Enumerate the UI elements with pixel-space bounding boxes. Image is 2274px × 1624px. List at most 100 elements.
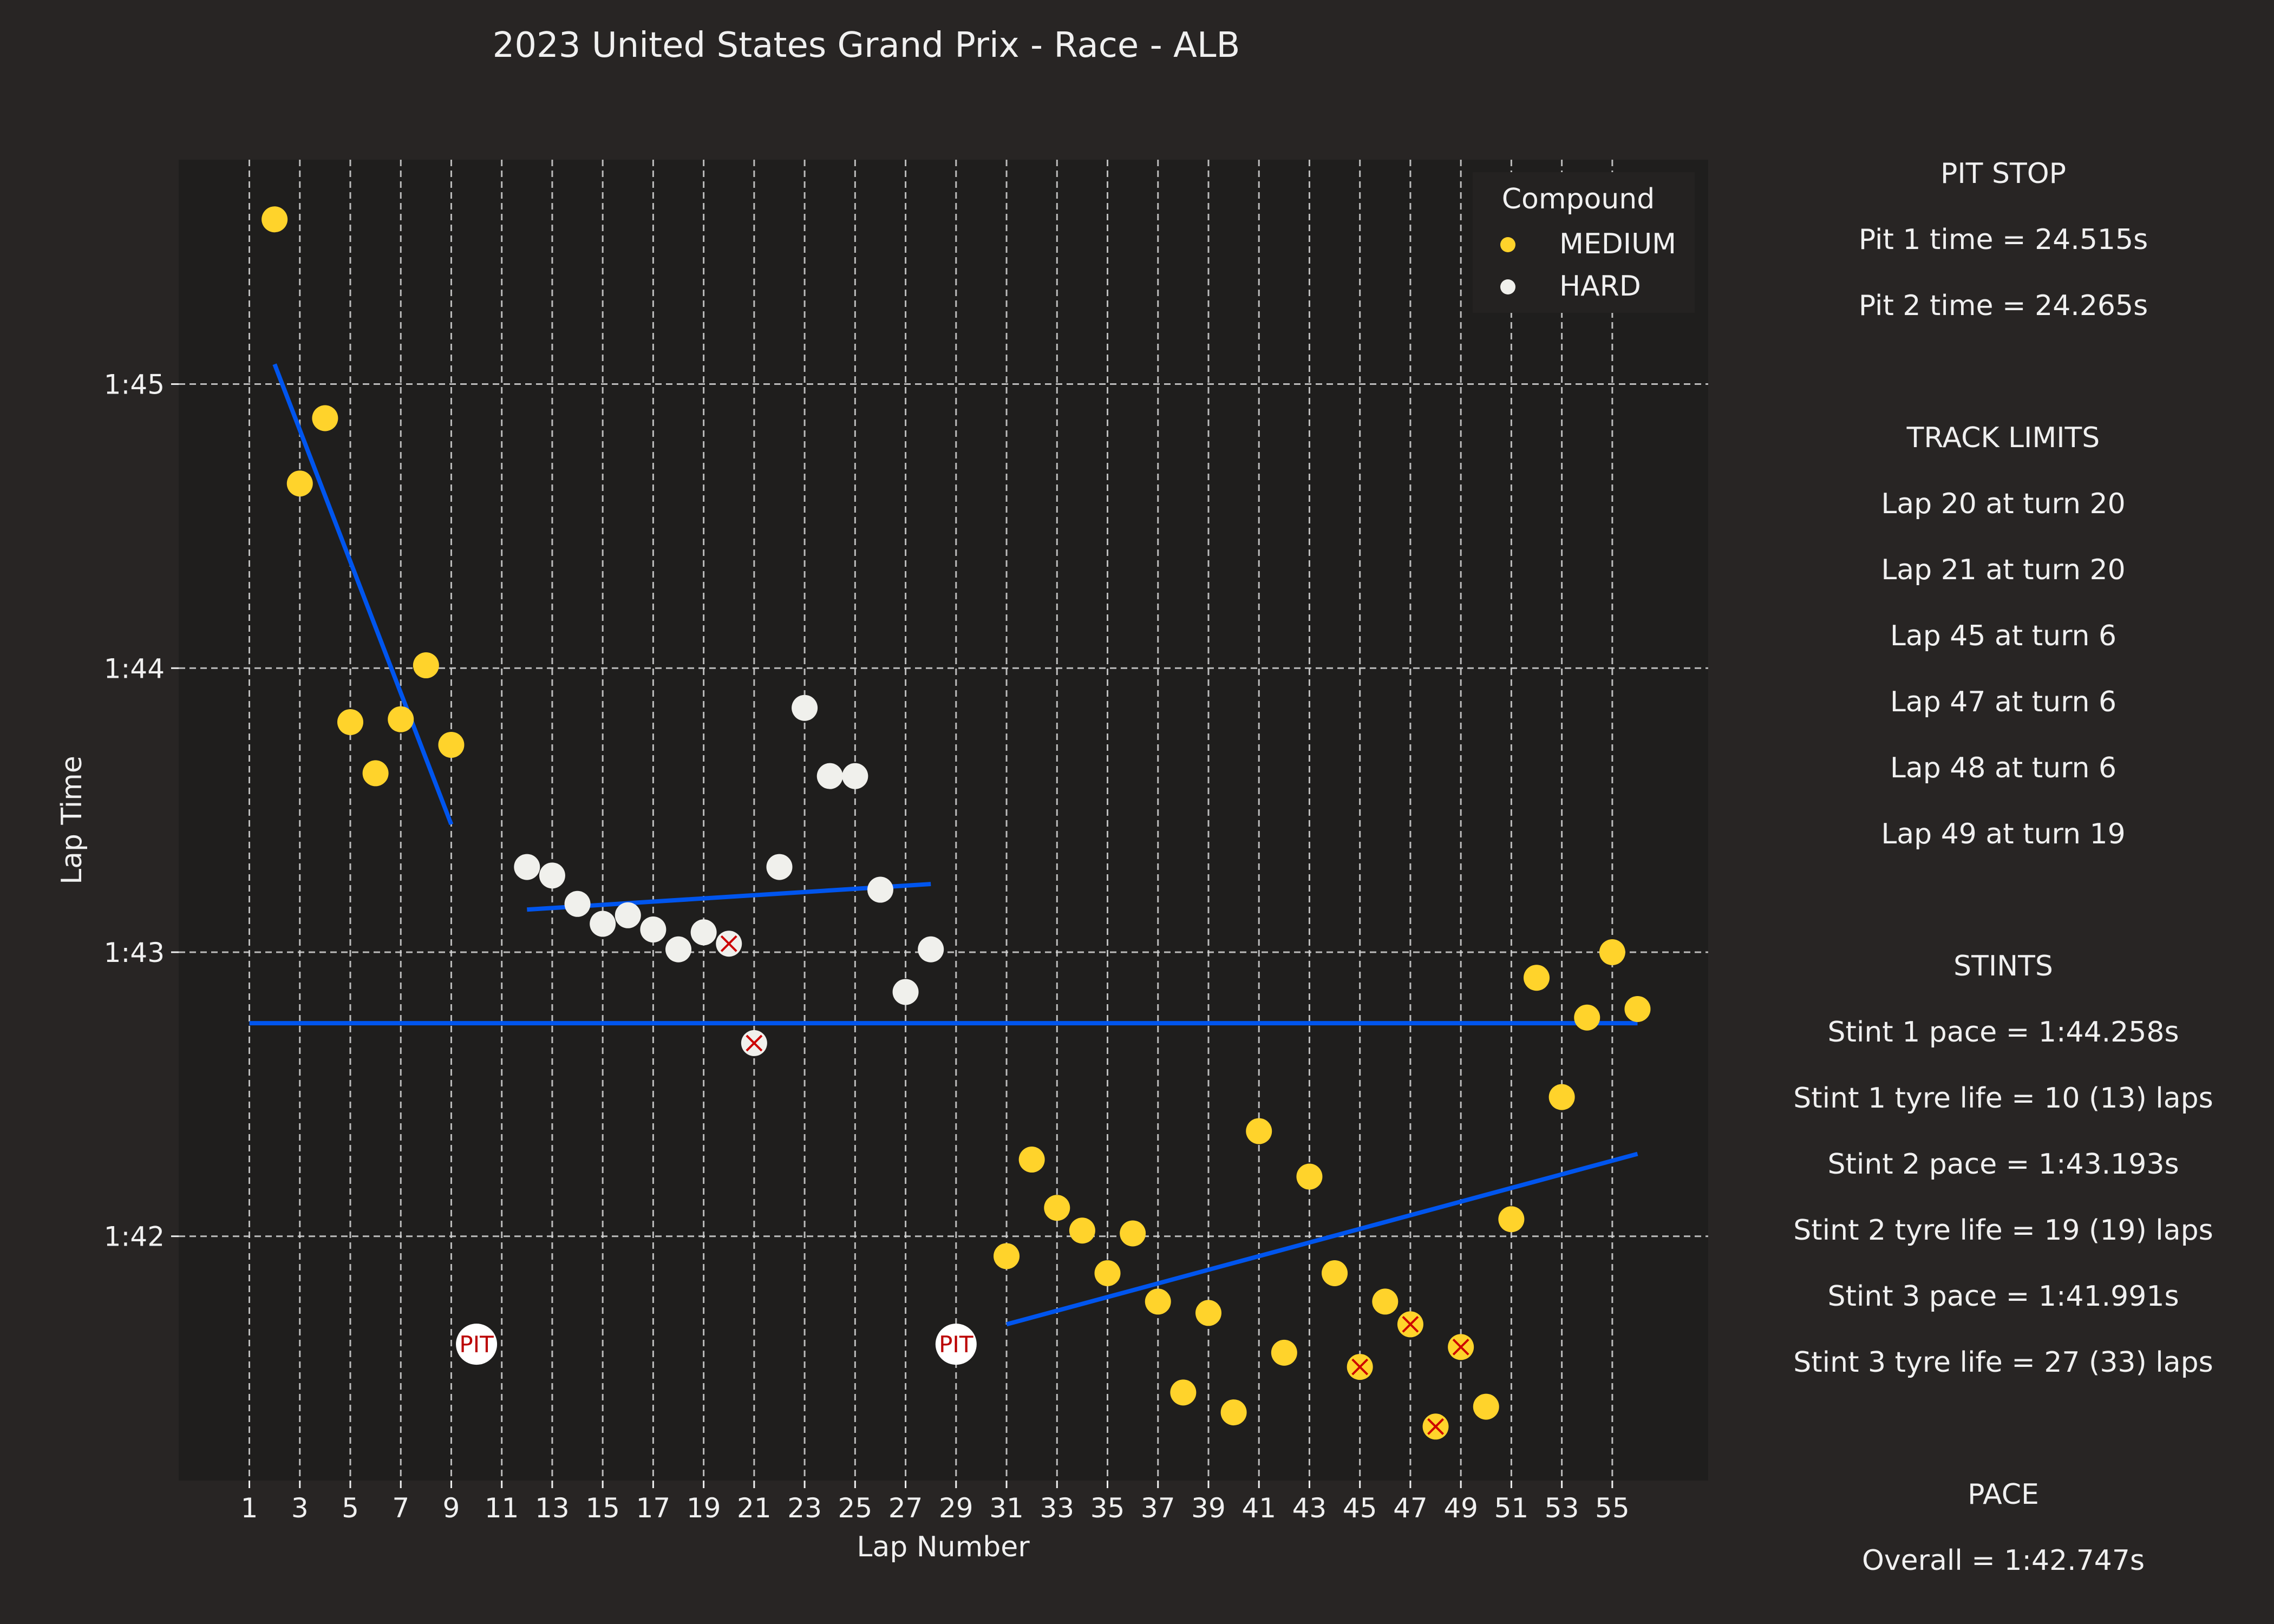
lap-point-hard: [792, 695, 818, 721]
lap-point-medium: [362, 760, 389, 787]
lap-point-medium: [1195, 1300, 1221, 1326]
legend-title: Compound: [1502, 183, 1655, 215]
x-tick-label: 29: [939, 1492, 973, 1524]
x-tick-label: 19: [687, 1492, 721, 1524]
panel-line: Lap 47 at turn 6: [1890, 686, 2117, 718]
y-axis-ticks: 1:42 1:43 1:44 1:45: [104, 369, 179, 1253]
lap-point-medium: [413, 652, 439, 679]
lap-point-hard: [867, 876, 893, 903]
lap-point-medium: [1271, 1339, 1297, 1366]
x-tick-label: 49: [1443, 1492, 1478, 1524]
panel-line: Lap 20 at turn 20: [1881, 488, 2126, 520]
section-gap: [1733, 1396, 2274, 1462]
lap-point-medium: [994, 1243, 1020, 1269]
x-tick-label: 43: [1292, 1492, 1327, 1524]
lap-point-medium: [1372, 1288, 1399, 1315]
lap-point-medium: [1548, 1084, 1575, 1110]
lap-point-medium: [1069, 1217, 1095, 1244]
x-tick-label: 33: [1040, 1492, 1074, 1524]
panel-line: Stint 2 tyre life = 19 (19) laps: [1793, 1214, 2213, 1247]
lap-point-hard: [816, 763, 843, 789]
lap-point-medium: [1473, 1393, 1499, 1420]
lap-point-medium: [1599, 939, 1625, 965]
x-tick-label: 53: [1545, 1492, 1579, 1524]
x-tick-label: 35: [1090, 1492, 1125, 1524]
lap-point-hard: [640, 916, 666, 943]
x-tick-label: 41: [1241, 1492, 1276, 1524]
lap-point-medium: [1145, 1288, 1171, 1315]
panel-line: Stint 3 tyre life = 27 (33) laps: [1793, 1346, 2213, 1379]
x-tick-label: 39: [1191, 1492, 1226, 1524]
lap-point-hard: [539, 862, 565, 889]
x-tick-label: 3: [291, 1492, 309, 1524]
panel-line: Lap 48 at turn 6: [1890, 752, 2117, 784]
panel-line: Stint 2 pace = 1:43.193s: [1827, 1148, 2179, 1181]
x-tick-label: 37: [1141, 1492, 1175, 1524]
pit-marker-label: PIT: [459, 1331, 494, 1358]
y-axis-label: Lap Time: [56, 756, 88, 885]
lap-point-medium: [312, 405, 338, 431]
legend: Compound MEDIUM HARD: [1473, 172, 1695, 313]
lap-point-medium: [388, 706, 414, 732]
lap-point-medium: [1498, 1206, 1525, 1233]
x-tick-label: 27: [888, 1492, 923, 1524]
legend-label-hard: HARD: [1559, 270, 1641, 303]
lap-point-medium: [1094, 1260, 1121, 1286]
lap-point-medium: [286, 470, 313, 497]
lap-point-medium: [1574, 1004, 1600, 1031]
info-panel: PIT STOP Pit 1 time = 24.515s Pit 2 time =…: [1733, 141, 2274, 1594]
y-tick-label: 1:44: [104, 653, 165, 684]
x-tick-label: 11: [485, 1492, 519, 1524]
x-tick-label: 15: [585, 1492, 620, 1524]
lap-point-medium: [1120, 1220, 1146, 1247]
chart-title: 2023 United States Grand Prix - Race - A…: [493, 25, 1240, 66]
panel-line: Lap 21 at turn 20: [1881, 554, 2126, 586]
legend-marker-medium: [1500, 237, 1515, 252]
panel-section-heading: PACE: [1968, 1478, 2039, 1511]
pit-marker: [935, 1324, 977, 1365]
lap-point-medium: [1018, 1147, 1045, 1173]
x-tick-label: 47: [1393, 1492, 1428, 1524]
y-tick-label: 1:42: [104, 1221, 165, 1253]
lap-point-medium: [1524, 965, 1550, 991]
plot-area: [179, 160, 1708, 1481]
lap-point-medium: [1170, 1379, 1197, 1406]
trend-line: [1005, 1151, 1638, 1327]
lap-point-hard: [690, 919, 717, 946]
x-tick-label: 21: [737, 1492, 772, 1524]
lap-point-medium: [262, 206, 288, 233]
lap-point-medium: [1296, 1163, 1323, 1190]
lap-point-hard: [615, 902, 641, 928]
x-axis-ticks: 1 3 5 7 9 11 13 15 17 19 21 23 25 27 29 31 33 35 37 39 41 43 4…: [241, 1481, 1630, 1524]
panel-line: Stint 1 tyre life = 10 (13) laps: [1793, 1082, 2213, 1115]
panel-section-heading: PIT STOP: [1940, 158, 2067, 190]
lap-point-medium: [1044, 1195, 1070, 1221]
section-gap: [1733, 339, 2274, 405]
panel-line: Stint 3 pace = 1:41.991s: [1827, 1280, 2179, 1313]
x-axis-label: Lap Number: [857, 1531, 1030, 1563]
lap-point-medium: [1220, 1399, 1247, 1426]
panel-line: Stint 1 pace = 1:44.258s: [1827, 1016, 2179, 1049]
lap-point-medium: [438, 731, 465, 758]
track-limit-marker: [1452, 1338, 1469, 1355]
pit-marker-label: PIT: [939, 1331, 973, 1358]
x-tick-label: 5: [342, 1492, 359, 1524]
x-tick-label: 17: [636, 1492, 671, 1524]
lap-point-hard: [918, 936, 944, 962]
x-tick-label: 9: [443, 1492, 460, 1524]
panel-line: Pit 2 time = 24.265s: [1858, 290, 2148, 322]
track-limit-marker: [720, 935, 737, 952]
x-tick-label: 23: [787, 1492, 822, 1524]
x-tick-label: 7: [392, 1492, 409, 1524]
x-tick-label: 1: [241, 1492, 258, 1524]
trend-line: [272, 363, 454, 826]
lap-point-hard: [665, 936, 692, 962]
x-tick-label: 55: [1595, 1492, 1630, 1524]
panel-section-heading: STINTS: [1953, 950, 2053, 983]
panel-line: Lap 45 at turn 6: [1890, 620, 2117, 652]
grid-lines: [179, 160, 1708, 1481]
panel-section-heading: TRACK LIMITS: [1906, 422, 2100, 454]
legend-marker-hard: [1500, 279, 1515, 294]
x-tick-label: 25: [838, 1492, 873, 1524]
